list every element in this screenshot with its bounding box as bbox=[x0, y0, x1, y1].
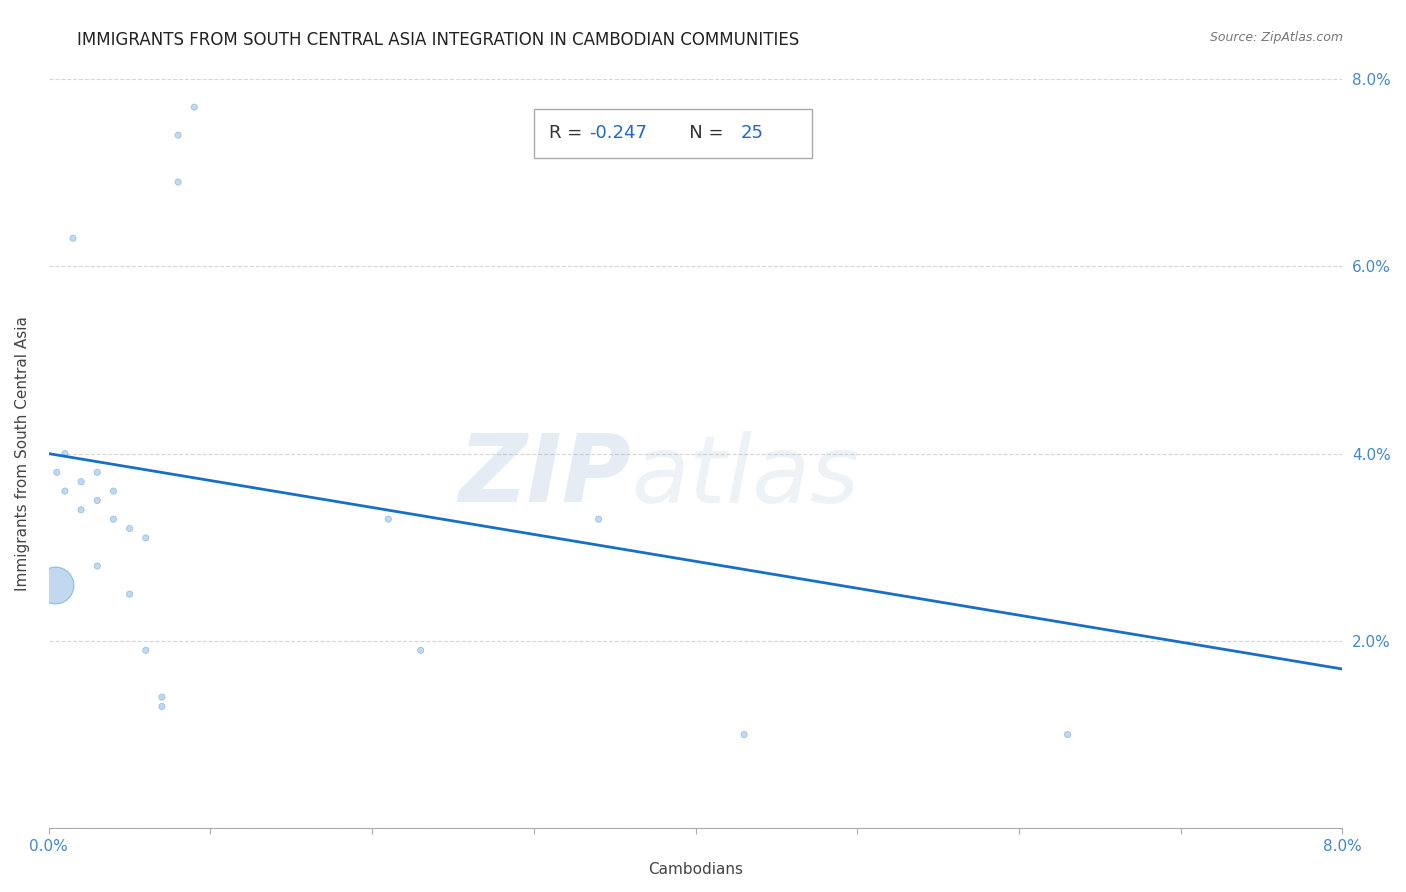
Point bbox=[588, 512, 610, 526]
Text: -0.247: -0.247 bbox=[589, 124, 648, 143]
Point bbox=[118, 587, 141, 601]
Point bbox=[733, 728, 755, 742]
Point bbox=[135, 643, 157, 657]
Point bbox=[183, 100, 205, 114]
X-axis label: Cambodians: Cambodians bbox=[648, 862, 744, 877]
Point bbox=[409, 643, 432, 657]
Text: R =: R = bbox=[550, 124, 588, 143]
Point bbox=[86, 559, 108, 574]
Point bbox=[70, 475, 93, 489]
Point bbox=[167, 128, 190, 143]
Point bbox=[1056, 728, 1078, 742]
Point bbox=[103, 484, 125, 499]
Point bbox=[53, 447, 76, 461]
Point bbox=[45, 466, 67, 480]
Text: N =: N = bbox=[672, 124, 730, 143]
Text: atlas: atlas bbox=[631, 431, 859, 522]
Point bbox=[150, 699, 173, 714]
Point bbox=[150, 690, 173, 705]
Point bbox=[86, 493, 108, 508]
Point bbox=[167, 175, 190, 189]
Point bbox=[377, 512, 399, 526]
Point bbox=[118, 522, 141, 536]
Point bbox=[86, 466, 108, 480]
Text: 25: 25 bbox=[741, 124, 763, 143]
Point bbox=[70, 503, 93, 517]
Point bbox=[44, 578, 66, 592]
Text: IMMIGRANTS FROM SOUTH CENTRAL ASIA INTEGRATION IN CAMBODIAN COMMUNITIES: IMMIGRANTS FROM SOUTH CENTRAL ASIA INTEG… bbox=[77, 31, 800, 49]
Y-axis label: Immigrants from South Central Asia: Immigrants from South Central Asia bbox=[15, 316, 30, 591]
Point bbox=[135, 531, 157, 545]
Point bbox=[62, 231, 84, 245]
FancyBboxPatch shape bbox=[534, 109, 813, 158]
Point bbox=[103, 512, 125, 526]
Text: Source: ZipAtlas.com: Source: ZipAtlas.com bbox=[1209, 31, 1343, 45]
Point bbox=[53, 484, 76, 499]
Text: ZIP: ZIP bbox=[458, 430, 631, 522]
